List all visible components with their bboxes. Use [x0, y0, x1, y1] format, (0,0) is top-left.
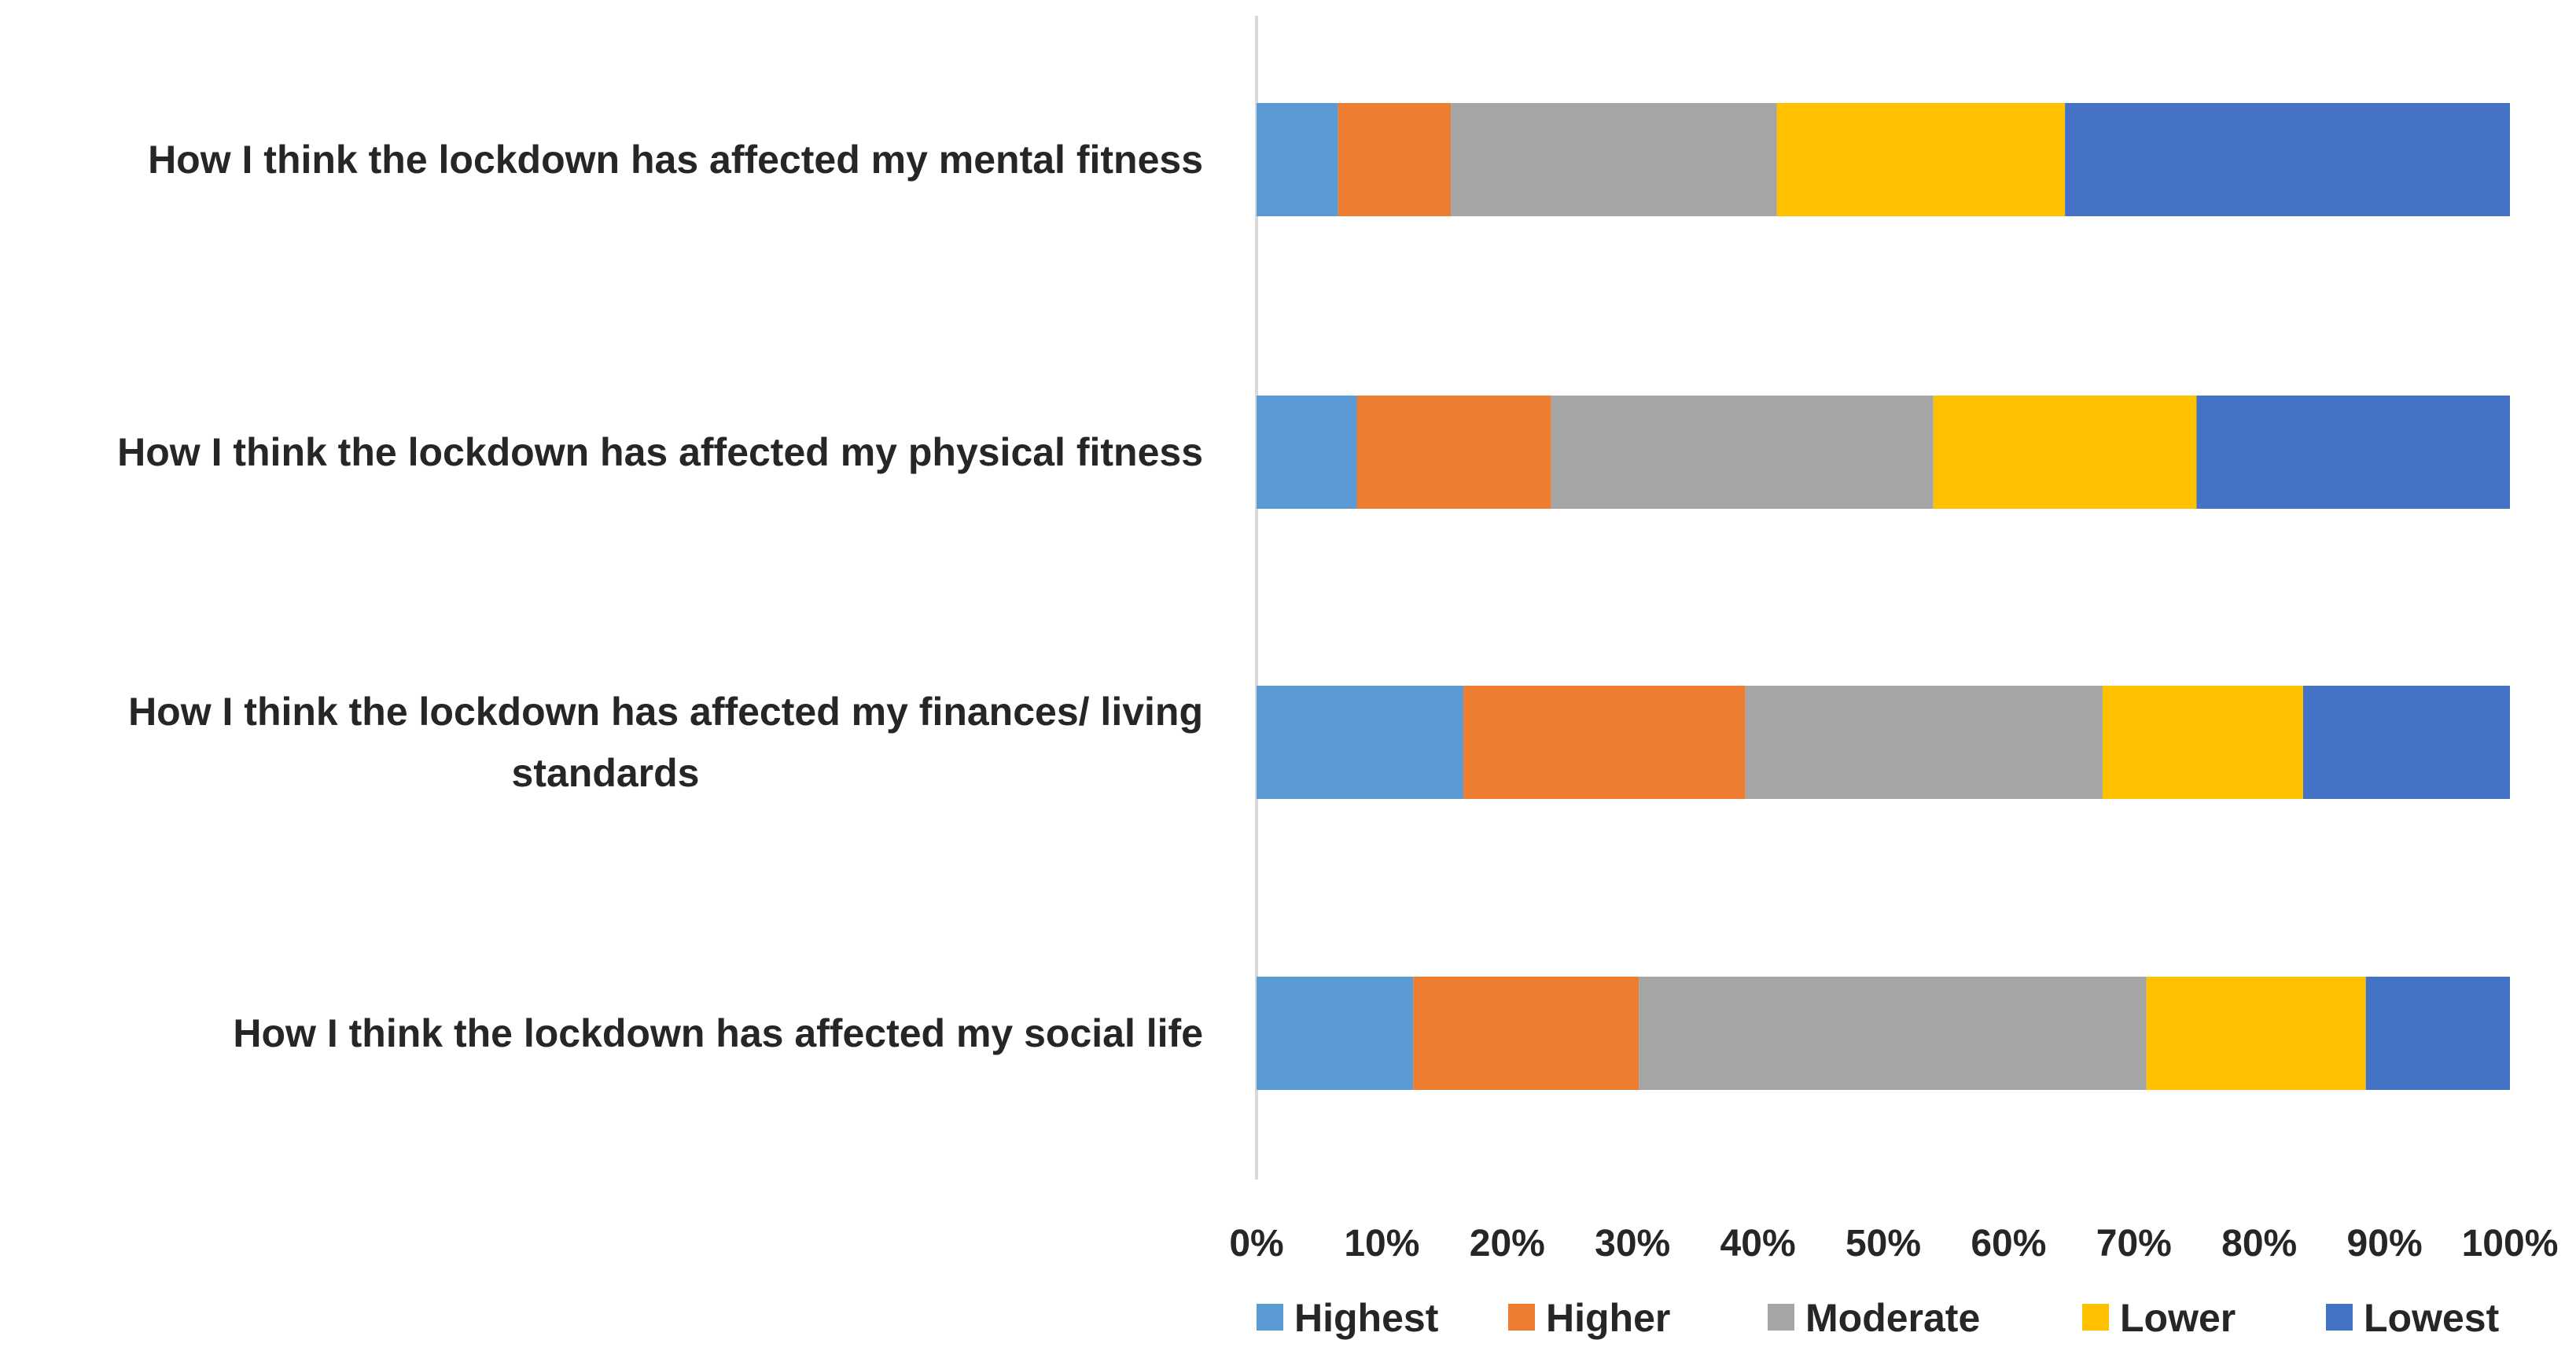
bar-higher-0 [1338, 103, 1452, 216]
legend: Highest Higher Moderate Lower Lowest [1257, 1296, 2500, 1340]
category-label-2-line-1: standards [512, 751, 700, 795]
legend-label-higher: Higher [1546, 1296, 1670, 1340]
legend-swatch-higher [1508, 1304, 1535, 1331]
bar-lowest-2 [2302, 686, 2510, 799]
legend-swatch-lowest [2326, 1304, 2353, 1331]
bar-higher-2 [1463, 686, 1746, 799]
x-tick-label-4: 40% [1720, 1223, 1796, 1264]
x-tick-label-9: 90% [2347, 1223, 2423, 1264]
category-label-0: How I think the lockdown has affected my… [148, 138, 1203, 182]
bar-lower-1 [1933, 396, 2197, 509]
bar-moderate-3 [1639, 977, 2147, 1090]
category-label-2-line-0: How I think the lockdown has affected my… [128, 690, 1203, 734]
x-tick-label-3: 30% [1595, 1223, 1670, 1264]
bar-moderate-0 [1451, 103, 1777, 216]
x-tick-label-10: 100% [2462, 1223, 2559, 1264]
bar-higher-1 [1356, 396, 1551, 509]
legend-label-lower: Lower [2120, 1296, 2236, 1340]
bar-lowest-1 [2196, 396, 2510, 509]
legend-label-highest: Highest [1294, 1296, 1439, 1340]
bar-lower-2 [2102, 686, 2303, 799]
x-tick-label-8: 80% [2221, 1223, 2297, 1264]
legend-label-lowest: Lowest [2364, 1296, 2500, 1340]
x-tick-label-1: 10% [1344, 1223, 1419, 1264]
bar-lower-3 [2146, 977, 2366, 1090]
bar-lower-0 [1776, 103, 2066, 216]
legend-swatch-moderate [1768, 1304, 1794, 1331]
x-tick-label-7: 70% [2096, 1223, 2172, 1264]
bar-lowest-3 [2365, 977, 2510, 1090]
category-labels: How I think the lockdown has affected my… [117, 138, 1203, 1055]
x-tick-label-6: 60% [1971, 1223, 2046, 1264]
bar-highest-1 [1257, 396, 1357, 509]
legend-label-moderate: Moderate [1805, 1296, 1980, 1340]
bar-highest-2 [1257, 686, 1464, 799]
category-label-1: How I think the lockdown has affected my… [117, 430, 1203, 474]
legend-swatch-lower [2082, 1304, 2109, 1331]
bar-lowest-0 [2065, 103, 2510, 216]
bars-group [1257, 103, 2510, 1090]
x-tick-label-5: 50% [1846, 1223, 1921, 1264]
category-label-3: How I think the lockdown has affected my… [233, 1011, 1203, 1055]
legend-swatch-highest [1257, 1304, 1283, 1331]
bar-higher-3 [1413, 977, 1639, 1090]
x-axis-tick-labels: 0% 10% 20% 30% 40% 50% 60% 70% 80% 90% 100% [1229, 1223, 2558, 1264]
x-tick-label-0: 0% [1229, 1223, 1283, 1264]
bar-highest-3 [1257, 977, 1414, 1090]
bar-highest-0 [1257, 103, 1338, 216]
x-tick-label-2: 20% [1470, 1223, 1545, 1264]
bar-moderate-2 [1745, 686, 2103, 799]
bar-moderate-1 [1551, 396, 1934, 509]
